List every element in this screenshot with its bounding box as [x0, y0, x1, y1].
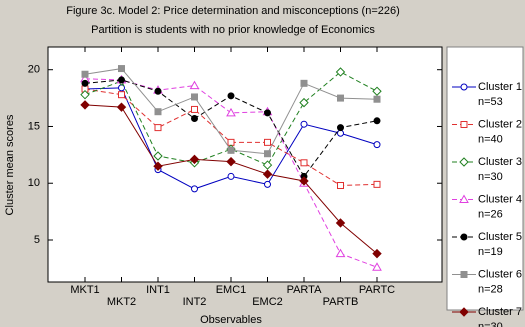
legend-note: n=19: [478, 246, 503, 258]
data-point: [191, 93, 198, 101]
chart-subtitle: Partition is students with no prior know…: [91, 24, 375, 36]
data-point: [373, 117, 381, 125]
data-point: [226, 156, 236, 167]
data-point: [191, 185, 198, 193]
legend-label: Cluster 2: [478, 118, 522, 130]
x-tick-label: PARTC: [359, 284, 395, 296]
y-tick-label: 20: [28, 64, 40, 76]
legend-label: Cluster 3: [478, 156, 522, 168]
legend-marker: [460, 121, 468, 128]
data-point: [264, 138, 271, 146]
legend-note: n=30: [478, 321, 503, 327]
data-point: [335, 248, 346, 258]
data-point: [335, 67, 346, 77]
legend-label: Cluster 4: [478, 193, 522, 205]
x-tick-label: PARTA: [287, 284, 323, 296]
data-point: [226, 107, 236, 117]
data-point: [262, 160, 273, 170]
legend-label: Cluster 5: [478, 231, 522, 243]
data-point: [337, 94, 344, 102]
legend-marker: [460, 271, 468, 278]
data-point: [264, 150, 271, 158]
data-point: [335, 218, 346, 228]
data-point: [299, 97, 309, 108]
data-point: [80, 89, 90, 100]
legend-note: n=26: [478, 208, 503, 220]
y-tick-label: 5: [34, 234, 40, 246]
legend-note: n=40: [478, 133, 503, 145]
legend-note: n=28: [478, 283, 503, 295]
data-point: [264, 109, 271, 117]
legend-label: Cluster 7: [478, 306, 522, 318]
x-tick-label: MKT1: [70, 284, 99, 296]
data-point: [227, 138, 235, 146]
data-point: [300, 159, 308, 167]
data-point: [154, 108, 162, 116]
legend-marker: [459, 307, 469, 317]
legend-marker: [460, 233, 468, 241]
legend-marker: [460, 83, 468, 91]
data-point: [191, 105, 198, 113]
data-point: [116, 102, 127, 112]
data-point: [337, 129, 344, 137]
data-point: [299, 176, 309, 186]
data-point: [153, 161, 163, 171]
data-point: [372, 262, 382, 271]
data-point: [191, 115, 198, 123]
x-tick-label: EMC2: [252, 296, 283, 308]
data-point: [81, 79, 89, 87]
data-point: [118, 76, 125, 84]
data-point: [189, 80, 200, 90]
legend-label: Cluster 6: [478, 268, 522, 280]
legend-marker: [459, 194, 469, 203]
data-point: [189, 154, 200, 165]
legend-note: n=53: [478, 96, 503, 108]
x-tick-label: MKT2: [107, 296, 136, 308]
data-point: [300, 120, 308, 128]
data-point: [337, 182, 344, 190]
data-point: [262, 169, 273, 179]
x-tick-label: INT2: [183, 296, 207, 308]
data-point: [118, 65, 125, 73]
y-tick-label: 15: [28, 120, 40, 132]
data-point: [227, 92, 235, 100]
chart-title: Figure 3c. Model 2: Price determination …: [66, 5, 400, 17]
data-point: [80, 100, 90, 110]
data-point: [264, 180, 271, 188]
data-point: [154, 124, 162, 132]
legend-box: [446, 46, 524, 311]
data-point: [154, 87, 162, 95]
y-tick-label: 10: [28, 177, 40, 189]
x-tick-label: PARTB: [323, 296, 359, 308]
data-point: [373, 180, 381, 188]
y-axis-label: Cluster mean scores: [4, 114, 16, 215]
x-axis-label: Observables: [200, 314, 262, 326]
data-point: [227, 146, 235, 154]
data-point: [81, 70, 89, 78]
x-tick-label: EMC1: [216, 284, 247, 296]
x-tick-label: INT1: [146, 284, 170, 296]
series-line: [84, 71, 378, 166]
data-point: [118, 91, 125, 99]
data-point: [227, 172, 235, 180]
data-point: [153, 151, 163, 161]
plot-area: [47, 46, 443, 283]
data-point: [372, 86, 382, 96]
data-point: [372, 248, 382, 259]
legend-label: Cluster 1: [478, 81, 522, 93]
legend-note: n=30: [478, 171, 503, 183]
data-point: [373, 95, 381, 103]
data-point: [337, 124, 344, 132]
data-point: [300, 79, 308, 87]
data-point: [373, 141, 381, 149]
legend-marker: [459, 157, 469, 167]
